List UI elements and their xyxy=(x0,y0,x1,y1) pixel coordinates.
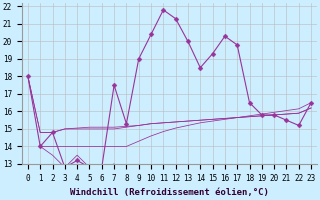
X-axis label: Windchill (Refroidissement éolien,°C): Windchill (Refroidissement éolien,°C) xyxy=(70,188,269,197)
